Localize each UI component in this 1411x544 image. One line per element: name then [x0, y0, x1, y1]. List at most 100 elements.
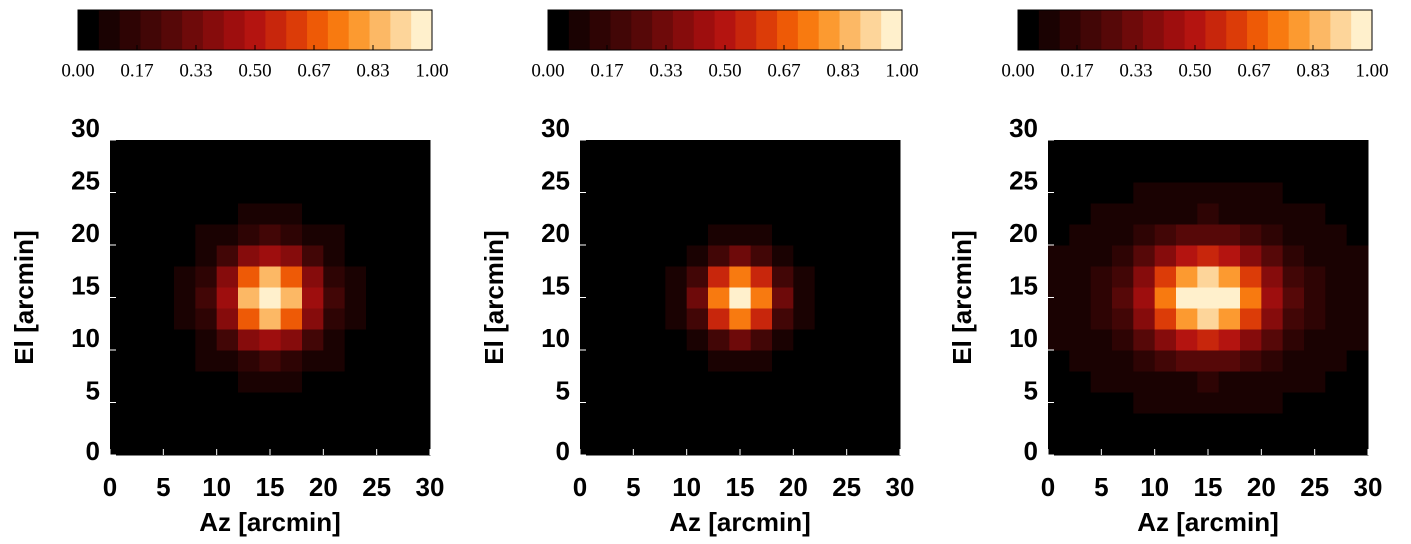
heatmap-cell: [750, 434, 773, 456]
heatmap-cell: [131, 161, 154, 183]
heatmap-cell: [814, 182, 837, 204]
x-tick-label: 5: [1094, 472, 1108, 502]
heatmap-cell: [836, 182, 858, 204]
heatmap-cell: [814, 245, 837, 267]
heatmap-cell: [131, 350, 154, 372]
heatmap-cell: [238, 245, 260, 267]
heatmap-cell: [1154, 245, 1177, 267]
heatmap-cell: [644, 371, 666, 393]
heatmap-cell: [131, 329, 154, 351]
heatmap-cell: [1346, 350, 1369, 372]
heatmap-cell: [1133, 287, 1156, 309]
heatmap-cell: [729, 266, 752, 288]
heatmap-cell: [878, 140, 901, 162]
heatmap-cell: [408, 371, 431, 393]
colorbar-band: [244, 10, 266, 50]
heatmap-cell: [793, 182, 816, 204]
heatmap-cell: [408, 161, 431, 183]
heatmap-cell: [1090, 245, 1113, 267]
heatmap-cell: [302, 308, 324, 330]
heatmap-cell: [110, 203, 132, 225]
heatmap-cell: [1048, 329, 1070, 351]
heatmap-cell: [366, 182, 388, 204]
heatmap-cell: [1048, 434, 1070, 456]
heatmap-cell: [280, 329, 303, 351]
heatmap-cell: [580, 224, 602, 246]
heatmap-cell: [302, 140, 324, 162]
heatmap-cell: [174, 182, 196, 204]
heatmap-cell: [1048, 203, 1070, 225]
y-tick-label: 30: [1009, 113, 1038, 143]
heatmap-cell: [686, 371, 709, 393]
heatmap-cell: [131, 182, 154, 204]
heatmap-cell: [259, 140, 282, 162]
heatmap-cell: [814, 392, 837, 414]
heatmap-cell: [1197, 182, 1220, 204]
heatmap-cell: [1133, 392, 1156, 414]
heatmap-cell: [259, 245, 282, 267]
heatmap-cell: [665, 434, 688, 456]
heatmap-cell: [110, 287, 132, 309]
y-tick-label: 10: [541, 323, 570, 353]
heatmap-cell: [665, 161, 688, 183]
heatmap-cell: [1154, 224, 1177, 246]
x-tick-label: 0: [1041, 472, 1055, 502]
heatmap-cell: [1112, 350, 1134, 372]
heatmap-cell: [1176, 371, 1198, 393]
heatmap-cell: [601, 392, 624, 414]
heatmap-cell: [1218, 224, 1241, 246]
heatmap-cell: [1304, 413, 1326, 435]
heatmap-cell: [259, 371, 282, 393]
heatmap-cell: [1240, 308, 1262, 330]
heatmap-cell: [1048, 140, 1070, 162]
heatmap-cell: [110, 161, 132, 183]
colorbar-tick-label: 0.17: [590, 60, 623, 81]
heatmap-cell: [152, 182, 175, 204]
colorbar-band: [327, 10, 350, 50]
heatmap-cell: [131, 287, 154, 309]
y-axis-label: El [arcmin]: [947, 230, 977, 364]
heatmap-cell: [1282, 266, 1305, 288]
heatmap-cell: [601, 224, 624, 246]
x-tick-label: 15: [1194, 472, 1223, 502]
heatmap-cell: [750, 413, 773, 435]
heatmap-cell: [1069, 224, 1092, 246]
heatmap-cell: [708, 287, 730, 309]
heatmap-cell: [1282, 224, 1305, 246]
heatmap-cell: [750, 287, 773, 309]
heatmap-cell: [708, 308, 730, 330]
heatmap-cell: [729, 140, 752, 162]
heatmap-cell: [366, 392, 388, 414]
heatmap-cell: [195, 413, 218, 435]
heatmap-cell: [750, 245, 773, 267]
heatmap-cell: [1090, 308, 1113, 330]
heatmap-cell: [686, 434, 709, 456]
heatmap-cell: [1048, 266, 1070, 288]
heatmap-cell: [152, 329, 175, 351]
heatmap-cell: [1048, 371, 1070, 393]
heatmap-cell: [1112, 329, 1134, 351]
heatmap-cell: [323, 203, 346, 225]
heatmap-cell: [601, 182, 624, 204]
heatmap-cell: [131, 413, 154, 435]
heatmap-cell: [857, 371, 880, 393]
heatmap-cell: [1197, 203, 1220, 225]
y-tick-label: 25: [541, 165, 570, 195]
heatmap-cell: [1346, 413, 1369, 435]
heatmap-cell: [686, 182, 709, 204]
heatmap-cell: [1069, 161, 1092, 183]
heatmap-cell: [280, 287, 303, 309]
heatmap-cell: [686, 266, 709, 288]
heatmap-cell: [280, 413, 303, 435]
colorbar-tick-label: 0.67: [297, 60, 330, 81]
heatmap-cell: [366, 434, 388, 456]
heatmap-cell: [1304, 161, 1326, 183]
heatmap-cell: [259, 182, 282, 204]
heatmap-cell: [174, 392, 196, 414]
heatmap-cell: [1197, 140, 1220, 162]
heatmap-cell: [302, 161, 324, 183]
heatmap-cell: [814, 224, 837, 246]
heatmap-cell: [750, 350, 773, 372]
heatmap-cell: [622, 392, 645, 414]
y-tick-label: 10: [1009, 323, 1038, 353]
